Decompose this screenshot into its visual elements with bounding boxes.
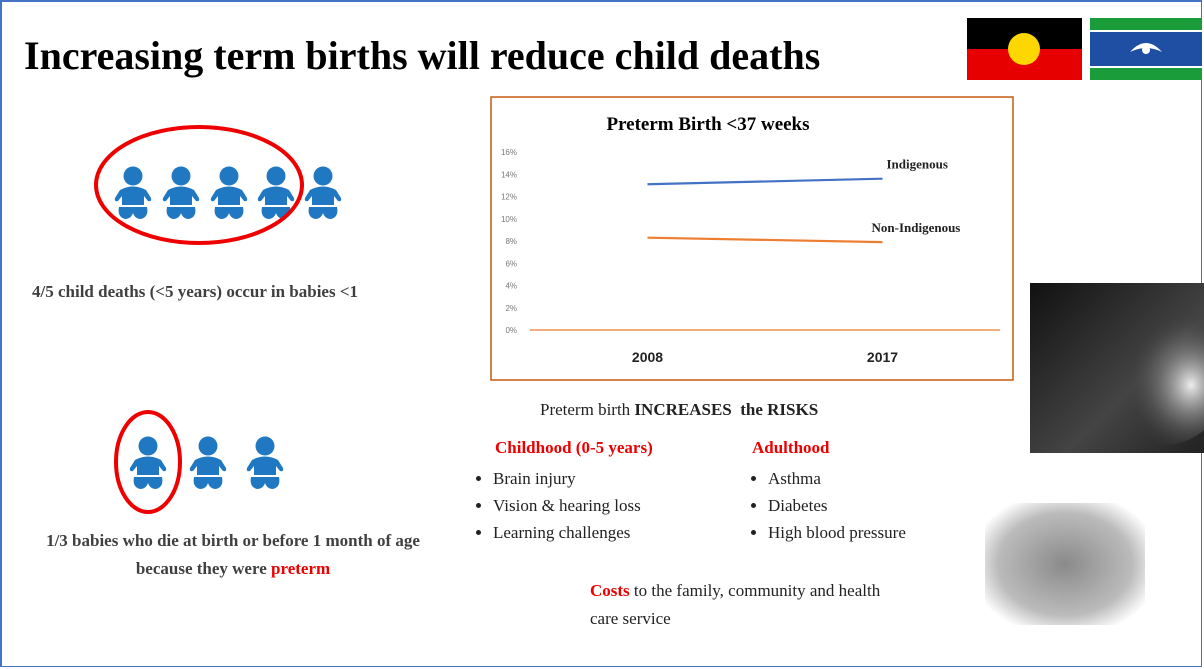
- risk-list: AsthmaDiabetesHigh blood pressure: [750, 465, 906, 546]
- risk-item: Asthma: [768, 465, 906, 492]
- risks-heading: Preterm birth INCREASES the RISKS: [540, 400, 818, 420]
- y-tick-label: 6%: [505, 259, 517, 268]
- series-label: Indigenous: [887, 157, 948, 172]
- costs-part: to the family, community and health care…: [590, 581, 880, 628]
- y-tick-label: 8%: [505, 237, 517, 246]
- photo-hands: [985, 503, 1145, 625]
- stat-text: 1/3 babies who die at birth or before 1 …: [28, 527, 438, 583]
- risk-item: Vision & hearing loss: [493, 492, 641, 519]
- group-title: Adulthood: [752, 438, 829, 458]
- highlight: preterm: [271, 559, 330, 578]
- stat-text-part: 1/3 babies who die at birth or before 1 …: [46, 531, 420, 578]
- highlight: Costs: [590, 581, 630, 600]
- costs-text: Costs to the family, community and healt…: [590, 577, 910, 633]
- chart-frame: [491, 97, 1013, 380]
- risk-item: High blood pressure: [768, 519, 906, 546]
- babies-row-1: [96, 127, 341, 243]
- aboriginal-flag: [967, 18, 1082, 80]
- x-tick-label: 2017: [867, 349, 898, 365]
- heading-emphasis: INCREASES the RISKS: [634, 400, 818, 419]
- series-label: Non-Indigenous: [872, 220, 961, 235]
- y-tick-label: 16%: [501, 148, 517, 157]
- y-tick-label: 2%: [505, 304, 517, 313]
- y-tick-label: 14%: [501, 170, 517, 179]
- torres-strait-flag: [1090, 18, 1202, 80]
- risk-item: Brain injury: [493, 465, 641, 492]
- risk-item: Diabetes: [768, 492, 906, 519]
- title: Increasing term births will reduce child…: [24, 32, 820, 79]
- babies-row-2: [116, 412, 283, 512]
- risk-item: Learning challenges: [493, 519, 641, 546]
- y-tick-label: 4%: [505, 282, 517, 291]
- heading-part: Preterm birth: [540, 400, 630, 419]
- slide: Preterm Birth <37 weeks 0% 2% 4% 6% 8% 10% 12%…: [0, 0, 1204, 669]
- y-tick-label: 12%: [501, 193, 517, 202]
- group-title: Childhood (0-5 years): [495, 438, 653, 458]
- chart-title: Preterm Birth <37 weeks: [606, 114, 809, 135]
- chart: Preterm Birth <37 weeks 0% 2% 4% 6% 8% 10% 12%…: [491, 97, 1013, 380]
- y-tick-label: 10%: [501, 215, 517, 224]
- x-tick-label: 2008: [632, 349, 663, 365]
- y-tick-label: 0%: [505, 326, 517, 335]
- stat-text: 4/5 child deaths (<5 years) occur in bab…: [32, 282, 358, 302]
- risk-list: Brain injuryVision & hearing lossLearnin…: [475, 465, 641, 546]
